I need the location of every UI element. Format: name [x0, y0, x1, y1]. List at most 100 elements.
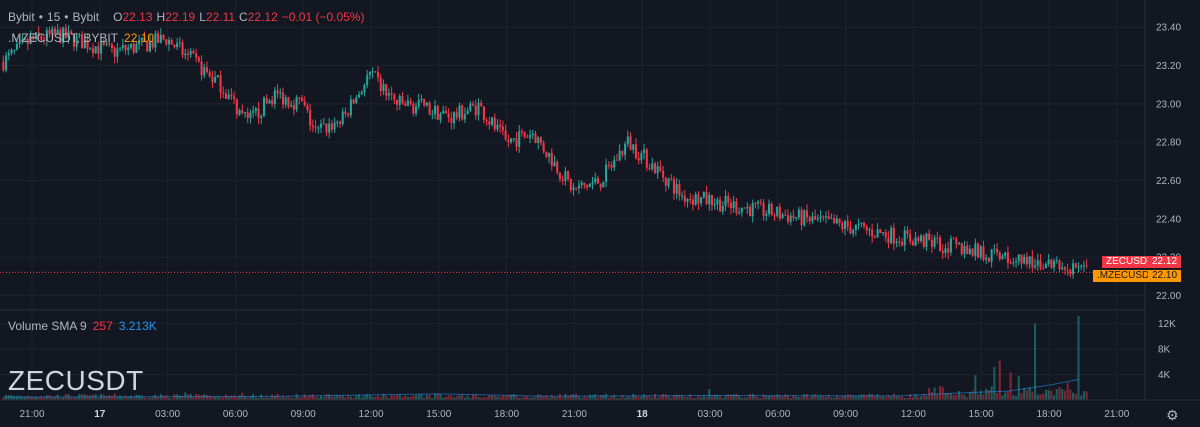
time-tick-label: 03:00 [697, 409, 722, 420]
volume-bar [738, 395, 741, 400]
candle-body [485, 120, 488, 122]
volume-bar [868, 393, 871, 400]
candle-body [425, 102, 428, 106]
volume-bar [947, 393, 950, 400]
candle-body [15, 43, 18, 50]
volume-bar [360, 397, 363, 400]
candle-body [898, 241, 901, 243]
volume-bar [455, 396, 458, 400]
volume-bar [803, 394, 806, 400]
volume-bar [531, 397, 534, 400]
volume-bar [97, 397, 100, 400]
candles [2, 23, 1088, 279]
volume-bar [746, 397, 749, 400]
candle-body [936, 237, 939, 239]
candle-body [230, 94, 233, 97]
candle-body [526, 136, 529, 138]
volume-bar [846, 394, 849, 400]
candle-body [496, 124, 499, 130]
volume-bar [727, 394, 730, 400]
candle-body [355, 97, 358, 104]
candle-body [1015, 261, 1018, 263]
volume-bar [417, 394, 420, 400]
volume-bar [700, 397, 703, 400]
close-value: 22.12 [247, 10, 278, 24]
high-value: 22.19 [165, 10, 196, 24]
last-price-tag: 22.12 [1148, 256, 1182, 268]
volume-bar [178, 395, 181, 400]
candle-body [262, 97, 266, 116]
volume-bar [1039, 394, 1042, 400]
candle-body [843, 221, 847, 229]
candle-body [415, 106, 418, 114]
volume-bar [702, 395, 705, 400]
candle-body [675, 184, 678, 194]
volume-bar [138, 395, 141, 400]
candle-body [368, 71, 371, 76]
time-tick-label: 21:00 [562, 409, 587, 420]
candle-body [545, 151, 548, 157]
time-tick-label: 17 [94, 409, 106, 420]
volume-bar [542, 396, 545, 400]
candle-body [833, 218, 836, 224]
candle-body [328, 123, 331, 133]
candle-body [952, 238, 955, 240]
candle-body [159, 34, 162, 43]
volume-bar [735, 393, 738, 400]
candle-body [613, 159, 616, 168]
candle-body [1082, 265, 1085, 267]
volume-bar [958, 391, 961, 400]
candle-body [805, 210, 809, 218]
candle-body [292, 105, 295, 110]
volume-bar [653, 393, 656, 400]
candle-body [599, 183, 602, 188]
candle-body [510, 138, 513, 143]
volume-bar [534, 396, 537, 400]
volume-bar [545, 395, 548, 400]
candle-body [181, 42, 184, 56]
candle-body [10, 49, 13, 54]
volume-bar [420, 394, 423, 400]
volume-bar [439, 394, 442, 400]
candle-body [757, 201, 760, 204]
candle-body [455, 112, 458, 118]
volume-bar [838, 396, 841, 400]
volume-bar [203, 394, 206, 400]
volume-bar [154, 394, 157, 400]
candle-body [534, 133, 537, 143]
volume-bar [151, 396, 154, 400]
candle-body [914, 237, 917, 246]
candle-body [800, 209, 803, 226]
candle-body [319, 123, 323, 128]
candle-body [453, 112, 456, 124]
settings-gear-icon[interactable]: ⚙ [1166, 407, 1179, 423]
candle-body [325, 123, 328, 133]
candle-body [678, 184, 681, 196]
volume-bar [336, 394, 339, 400]
volume-bar [1031, 391, 1034, 400]
candle-body [390, 93, 393, 95]
candle-body [556, 161, 559, 173]
candle-body [227, 94, 230, 99]
candle-body [195, 53, 198, 58]
candle-body [216, 75, 219, 77]
volume-bar [70, 396, 73, 400]
candle-body [86, 40, 89, 49]
candle-body [719, 199, 722, 212]
volume-bar [1050, 390, 1053, 400]
candle-body [586, 185, 589, 188]
candle-body [265, 97, 268, 104]
volume-bar [341, 395, 344, 400]
candle-body [594, 178, 597, 183]
candle-body [873, 236, 876, 238]
candle-body [94, 46, 97, 54]
volume-bar [488, 395, 491, 400]
candle-body [824, 215, 828, 218]
candle-body [1039, 260, 1042, 269]
candle-body [797, 209, 800, 218]
candle-body [311, 125, 314, 127]
candle-body [876, 229, 879, 238]
last-price-tag-label: ZECUSDT [1102, 256, 1153, 268]
time-tick-label: 18 [637, 409, 649, 420]
